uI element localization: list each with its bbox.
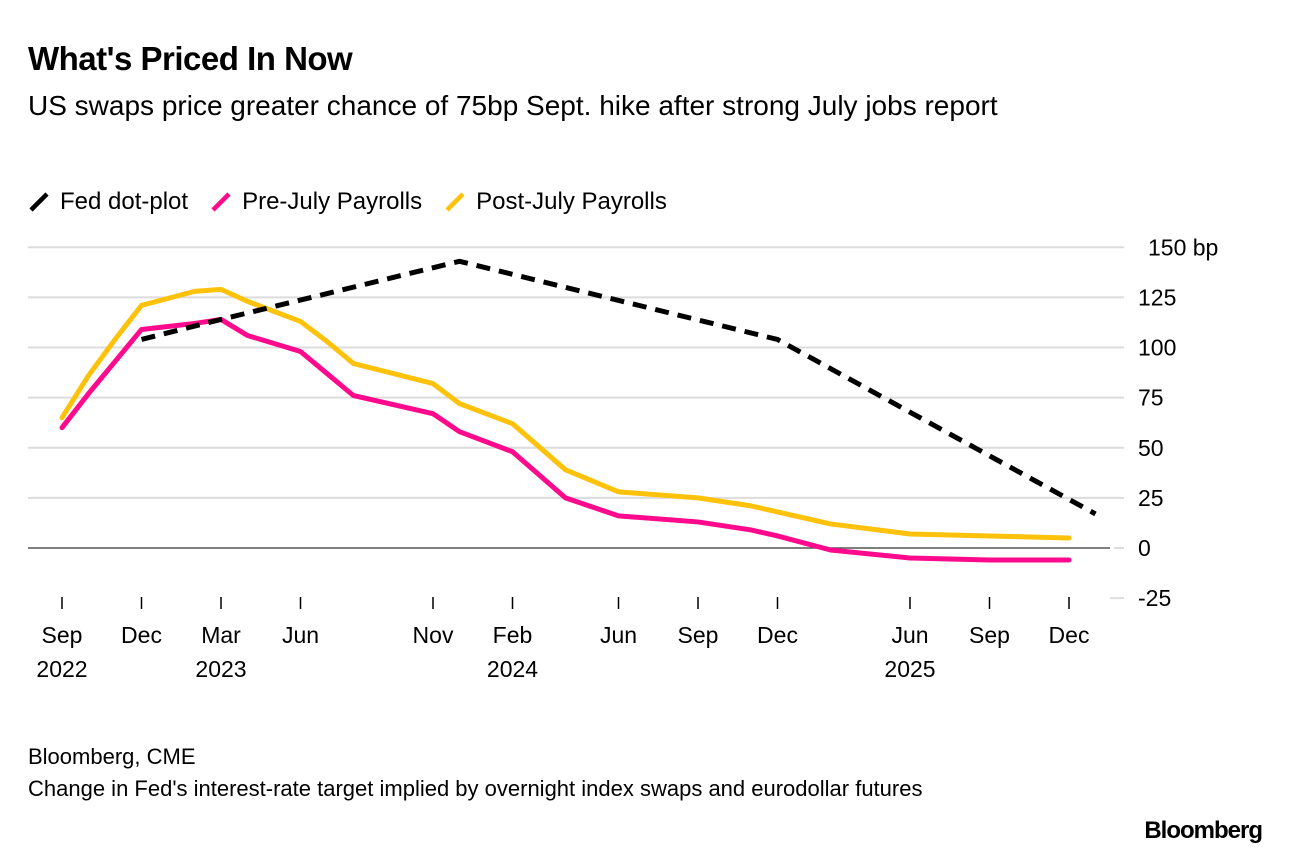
chart-note: Change in Fed's interest-rate target imp… [28, 776, 923, 801]
legend-label: Pre-July Payrolls [242, 188, 423, 215]
y-tick-label: -25 [1138, 585, 1171, 611]
y-tick-label: 150 bp [1148, 234, 1218, 260]
legend-item-fed-dot-plot: Fed dot-plot [28, 188, 188, 216]
legend-label: Post-July Payrolls [476, 188, 667, 215]
y-tick-label: 0 [1138, 535, 1151, 561]
legend-item-post-july-payrolls: Post-July Payrolls [444, 188, 667, 216]
y-tick-label: 100 [1138, 335, 1176, 361]
x-tick-label: Feb [493, 622, 533, 648]
x-tick-label: Nov [413, 622, 454, 648]
legend: Fed dot-plot Pre-July Payrolls Post-July… [28, 188, 689, 216]
legend-swatch-post-july-payrolls [445, 192, 465, 212]
x-year-label: 2022 [36, 656, 87, 682]
y-tick-label: 125 [1138, 284, 1176, 310]
series-line-pre-july-payrolls [59, 316, 1072, 563]
x-tick-label: Dec [121, 622, 162, 648]
x-tick-label: Dec [757, 622, 798, 648]
legend-label: Fed dot-plot [60, 188, 189, 215]
source-text: Bloomberg, CME [28, 744, 196, 769]
series-line-fed-dot-plot [140, 258, 1097, 517]
legend-swatch-pre-july-payrolls [211, 192, 231, 212]
x-year-label: 2024 [487, 656, 538, 682]
y-tick-label: 25 [1138, 485, 1164, 511]
x-tick-label: Sep [969, 622, 1010, 648]
x-tick-label: Jun [282, 622, 319, 648]
legend-swatch-fed-dot-plot [29, 192, 49, 212]
chart-subtitle: US swaps price greater chance of 75bp Se… [28, 90, 998, 121]
x-year-label: 2023 [195, 656, 246, 682]
chart-title: What's Priced In Now [28, 40, 353, 77]
x-tick-label: Jun [600, 622, 637, 648]
line-chart: 150 bp 125 100 75 50 25 0 -25 Sep 2022 Dec Mar 2023 J… [28, 234, 1218, 682]
y-tick-label: 50 [1138, 435, 1164, 461]
x-tick-label: Jun [891, 622, 928, 648]
x-tick-label: Sep [42, 622, 83, 648]
legend-item-pre-july-payrolls: Pre-July Payrolls [210, 188, 422, 216]
x-year-label: 2025 [884, 656, 935, 682]
x-tick-label: Mar [201, 622, 241, 648]
x-tick-label: Sep [678, 622, 719, 648]
y-tick-label: 75 [1138, 385, 1164, 411]
series-line-post-july-payrolls [59, 286, 1072, 541]
x-tick-label: Dec [1049, 622, 1090, 648]
bloomberg-logo: Bloomberg [1144, 817, 1263, 844]
